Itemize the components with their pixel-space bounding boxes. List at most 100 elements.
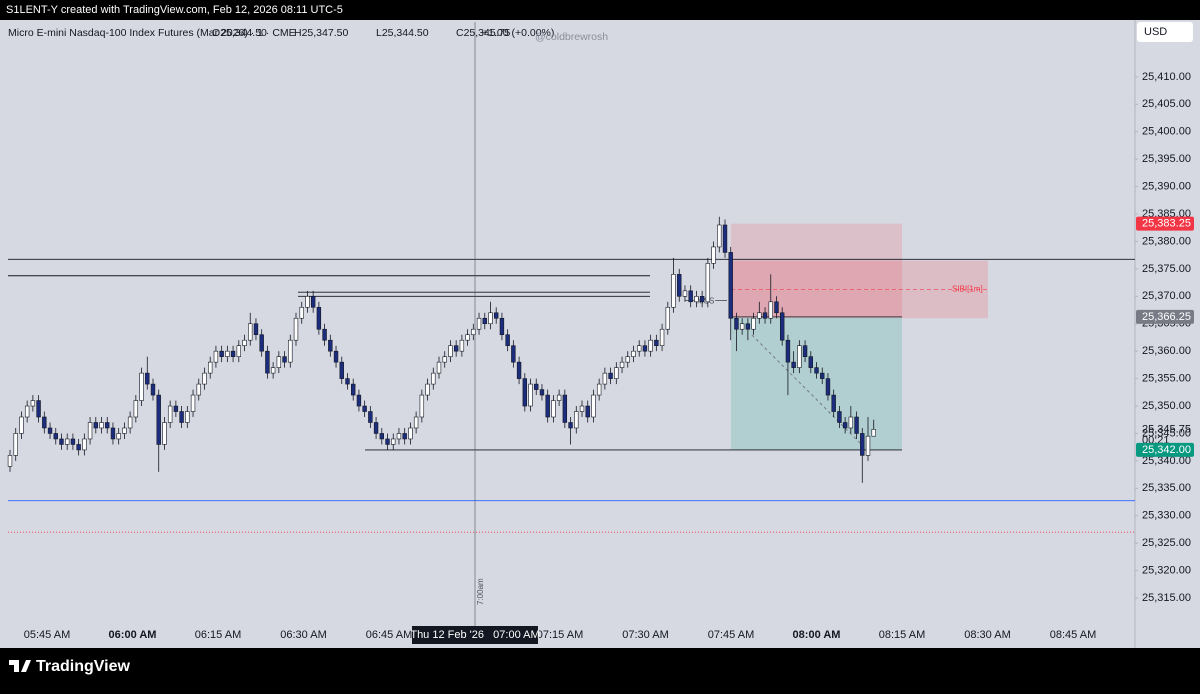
candle-body <box>59 438 64 445</box>
candle-body <box>453 345 459 352</box>
candle-body <box>185 411 190 423</box>
price-tag <box>1136 309 1194 324</box>
candle-body <box>116 433 121 440</box>
candle-body <box>648 339 653 352</box>
candle-body <box>488 312 493 325</box>
candle-body <box>825 378 831 396</box>
candle-body <box>751 317 756 330</box>
candle-body <box>436 361 442 374</box>
candle-body <box>99 422 104 429</box>
sibi-label: SIBI[1m] <box>952 285 983 294</box>
x-tick-label: 08:45 AM <box>1050 629 1096 641</box>
candle-body <box>408 427 413 440</box>
candle-body <box>739 323 745 330</box>
candle-body <box>802 345 808 357</box>
candle-body <box>574 411 579 429</box>
currency-button[interactable] <box>1137 22 1193 42</box>
candle-body <box>837 411 842 423</box>
candle-body <box>65 438 70 445</box>
candle-body <box>602 372 608 385</box>
candle-body <box>70 438 76 445</box>
candle-body <box>196 383 201 396</box>
candle-body <box>579 405 585 412</box>
candle-body <box>808 356 814 368</box>
candle-body <box>310 296 316 308</box>
candle-body <box>499 317 505 336</box>
candle-body <box>373 422 379 434</box>
candle-body <box>471 328 476 336</box>
candle-body <box>431 372 436 385</box>
candle-body <box>202 372 207 385</box>
candle-body <box>299 306 304 319</box>
candle-body <box>242 339 247 346</box>
candle-body <box>511 345 516 363</box>
candle-body <box>711 246 716 264</box>
candle-body <box>282 356 287 363</box>
target-zone <box>731 316 902 450</box>
candle-body <box>757 312 762 319</box>
candle-body <box>728 252 733 319</box>
candle-body <box>248 323 253 341</box>
candle-body <box>293 317 299 341</box>
x-tick-label: 08:00 AM <box>793 629 841 641</box>
candle-body <box>665 306 671 330</box>
candle-body <box>413 416 419 429</box>
candle-body <box>448 345 453 357</box>
currency[interactable]: USD <box>1144 26 1167 38</box>
candle-body <box>688 290 693 303</box>
candle-body <box>190 394 196 412</box>
x-tick-label: 06:00 AM <box>109 629 157 641</box>
price-tag <box>1136 442 1194 457</box>
candle-body <box>762 312 768 319</box>
legend-open: O25,344.50 <box>212 27 267 39</box>
candle-body <box>534 383 539 390</box>
y-tick-label: 25,345.00 <box>1142 427 1191 439</box>
candle-body <box>717 224 722 248</box>
candle-body <box>671 274 676 308</box>
candle-body <box>516 361 522 379</box>
candle-body <box>213 350 219 363</box>
chart-title: Micro E-mini Nasdaq-100 Index Futures (M… <box>8 27 296 39</box>
candle-body <box>871 429 876 437</box>
x-tick-label: 07:30 AM <box>622 629 668 641</box>
candle-body <box>47 427 53 434</box>
candle-body <box>797 345 802 368</box>
y-tick-label: 25,405.00 <box>1142 98 1191 110</box>
candle-body <box>328 339 333 352</box>
candle-body <box>539 389 545 396</box>
legend-low: L25,344.50 <box>376 27 429 39</box>
candle-body <box>265 350 270 374</box>
candle-body <box>270 367 276 374</box>
candle-body <box>745 323 751 330</box>
candle-body <box>322 328 327 341</box>
legend-close: C25,345.75 <box>456 27 510 39</box>
candle-body <box>179 411 184 423</box>
candle-body <box>425 383 430 396</box>
candle-body <box>139 372 144 401</box>
footer <box>0 648 1200 689</box>
candle-body <box>36 400 41 418</box>
candle-body <box>636 345 642 352</box>
candle-body <box>53 433 58 440</box>
candle-body <box>734 317 739 330</box>
candle-body <box>820 372 825 379</box>
candle-body <box>7 455 13 467</box>
candle-body <box>225 350 230 357</box>
legend-high: H25,347.50 <box>294 27 348 39</box>
x-tick-label: 06:30 AM <box>280 629 326 641</box>
candle-body <box>631 350 636 357</box>
candle-body <box>356 394 362 407</box>
y-tick-label: 25,340.00 <box>1142 455 1191 467</box>
y-tick-label: 25,380.00 <box>1142 235 1191 247</box>
candle-body <box>276 356 282 368</box>
y-tick-label: 25,350.00 <box>1142 400 1191 412</box>
candle-body <box>173 405 179 412</box>
price-tag <box>1136 216 1194 231</box>
candle-body <box>505 334 510 346</box>
x-tick-label: 07:15 AM <box>537 629 583 641</box>
candle-body <box>350 383 356 396</box>
candle-body <box>619 361 625 368</box>
candle-body <box>156 394 161 445</box>
chart-area <box>0 20 1200 648</box>
candle-body <box>122 427 127 434</box>
